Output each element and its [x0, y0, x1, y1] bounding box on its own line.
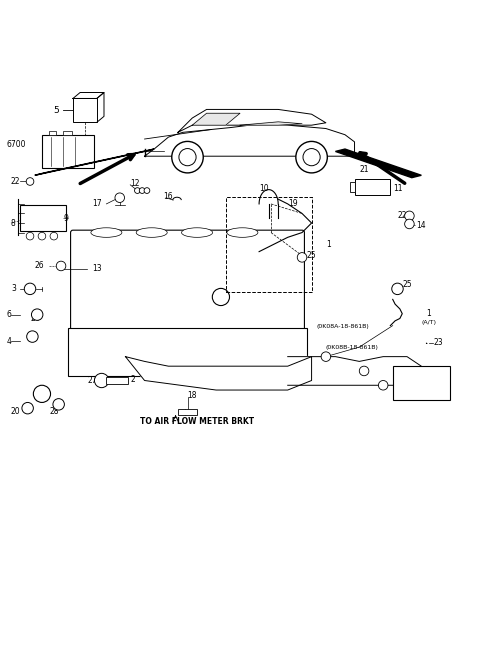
Text: A: A — [39, 390, 45, 398]
Circle shape — [139, 188, 145, 194]
Circle shape — [22, 402, 34, 414]
Text: 25: 25 — [402, 279, 412, 289]
Bar — [42, 134, 95, 168]
Polygon shape — [178, 110, 326, 133]
Text: 13: 13 — [92, 264, 102, 274]
Circle shape — [321, 352, 331, 361]
Polygon shape — [125, 357, 312, 390]
Circle shape — [38, 232, 46, 240]
Text: 12: 12 — [130, 179, 140, 188]
Circle shape — [296, 142, 327, 173]
Circle shape — [179, 148, 196, 166]
Text: 14: 14 — [417, 221, 426, 230]
Bar — [226, 197, 312, 292]
Text: 22: 22 — [11, 177, 21, 186]
Text: A: A — [218, 293, 224, 302]
Ellipse shape — [136, 228, 167, 237]
Text: 27: 27 — [87, 376, 97, 385]
Circle shape — [32, 309, 43, 320]
Text: 6700: 6700 — [6, 140, 25, 149]
Text: 4: 4 — [6, 337, 11, 346]
Circle shape — [24, 283, 36, 295]
Bar — [49, 131, 56, 134]
Bar — [393, 366, 450, 400]
Text: 5: 5 — [53, 106, 59, 115]
Bar — [355, 178, 390, 195]
Circle shape — [392, 283, 403, 295]
Polygon shape — [192, 113, 240, 125]
Circle shape — [95, 373, 109, 388]
Text: 9: 9 — [63, 214, 68, 223]
Text: 23: 23 — [433, 338, 443, 347]
Circle shape — [144, 188, 150, 194]
Text: 1: 1 — [426, 309, 431, 318]
Text: 16: 16 — [164, 192, 173, 201]
Polygon shape — [35, 149, 154, 175]
Text: (0K08B-18-861B): (0K08B-18-861B) — [326, 344, 379, 350]
Text: 1: 1 — [326, 241, 331, 249]
Text: 6: 6 — [6, 310, 11, 319]
Bar — [68, 328, 307, 376]
Bar — [21, 205, 66, 232]
Circle shape — [53, 399, 64, 410]
Circle shape — [26, 178, 34, 185]
Text: 3: 3 — [11, 284, 16, 293]
Circle shape — [27, 331, 38, 342]
Circle shape — [303, 148, 320, 166]
Text: 17: 17 — [92, 199, 102, 209]
Text: 20: 20 — [11, 407, 21, 417]
Text: 11: 11 — [393, 184, 402, 193]
Text: (A/T): (A/T) — [421, 319, 436, 325]
Bar — [107, 377, 128, 384]
Text: 25: 25 — [307, 251, 316, 260]
Circle shape — [405, 219, 414, 229]
Text: 26: 26 — [35, 262, 45, 270]
Circle shape — [378, 380, 388, 390]
Bar — [73, 98, 97, 122]
Text: 22: 22 — [397, 211, 407, 220]
Ellipse shape — [91, 228, 122, 237]
Text: 24: 24 — [30, 314, 40, 323]
Ellipse shape — [227, 228, 258, 237]
Text: 2: 2 — [130, 375, 135, 384]
Polygon shape — [336, 149, 421, 178]
Polygon shape — [240, 122, 302, 125]
Text: TO AIR FLOW METER BRKT: TO AIR FLOW METER BRKT — [140, 417, 254, 426]
FancyBboxPatch shape — [71, 230, 304, 340]
Circle shape — [34, 385, 50, 402]
Circle shape — [115, 193, 124, 203]
Polygon shape — [144, 125, 355, 156]
Ellipse shape — [181, 228, 213, 237]
Circle shape — [50, 232, 58, 240]
Text: (0K08A-18-861B): (0K08A-18-861B) — [316, 323, 369, 329]
Text: 10: 10 — [259, 184, 269, 193]
Circle shape — [212, 289, 229, 306]
Circle shape — [405, 211, 414, 220]
Text: 28: 28 — [49, 407, 59, 417]
Text: 18: 18 — [188, 391, 197, 400]
Text: 8: 8 — [11, 218, 16, 228]
Bar — [178, 409, 197, 415]
Circle shape — [56, 261, 66, 271]
Text: 21: 21 — [360, 165, 369, 174]
Bar — [63, 131, 72, 134]
Polygon shape — [288, 357, 421, 385]
Text: 19: 19 — [288, 199, 297, 209]
Bar — [350, 182, 355, 192]
Circle shape — [360, 366, 369, 376]
Circle shape — [172, 142, 203, 173]
Circle shape — [297, 253, 307, 262]
Circle shape — [26, 232, 34, 240]
Circle shape — [134, 188, 140, 194]
